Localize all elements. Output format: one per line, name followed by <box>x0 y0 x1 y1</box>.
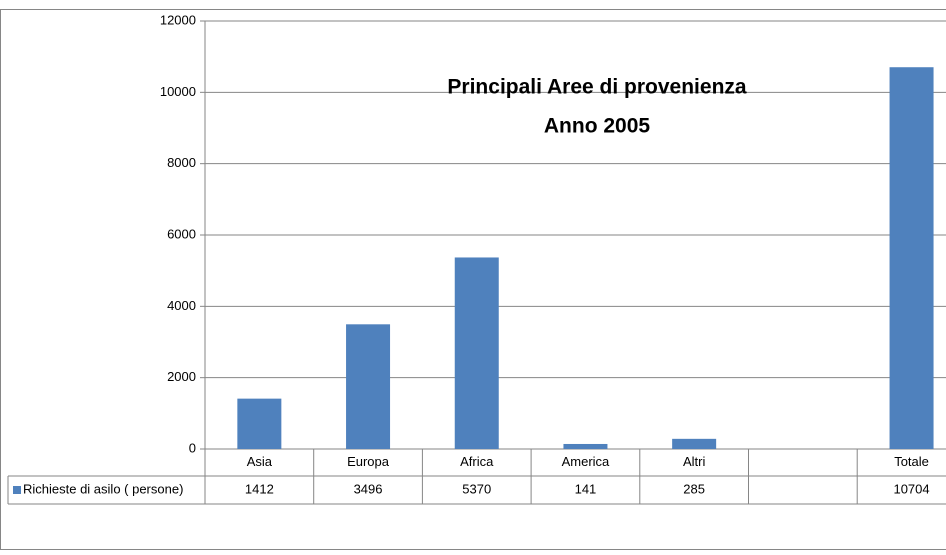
y-tick-label: 2000 <box>167 369 196 384</box>
table-value: 141 <box>575 481 597 496</box>
bar <box>346 324 391 449</box>
x-tick-label: Totale <box>894 454 929 469</box>
y-tick-label: 8000 <box>167 155 196 170</box>
bar <box>563 443 608 449</box>
y-tick-label: 6000 <box>167 226 196 241</box>
table-value: 3496 <box>354 481 383 496</box>
y-tick-label: 0 <box>189 440 196 455</box>
bar <box>889 67 934 449</box>
legend-label: Richieste di asilo ( persone) <box>23 481 183 496</box>
table-value: 5370 <box>462 481 491 496</box>
table-value: 10704 <box>893 481 929 496</box>
bar <box>672 438 717 449</box>
bar <box>454 257 499 449</box>
bar <box>237 398 282 449</box>
plot-layer: 0 2000 4000 6000 8000 10000 12000 Asia Europa Afr… <box>7 12 946 505</box>
legend-swatch <box>13 486 21 494</box>
x-tick-label: Africa <box>460 454 494 469</box>
y-tick-label: 10000 <box>160 84 196 99</box>
table-value: 1412 <box>245 481 274 496</box>
chart-title: Principali Aree di provenienza <box>447 76 746 99</box>
chart-subtitle: Anno 2005 <box>544 115 651 138</box>
x-tick-label: Europa <box>347 454 390 469</box>
table-value: 285 <box>683 481 705 496</box>
x-tick-label: Asia <box>247 454 273 469</box>
x-tick-label: Altri <box>683 454 706 469</box>
x-tick-label: America <box>562 454 610 469</box>
y-tick-label: 12000 <box>160 12 196 27</box>
y-tick-label: 4000 <box>167 298 196 313</box>
